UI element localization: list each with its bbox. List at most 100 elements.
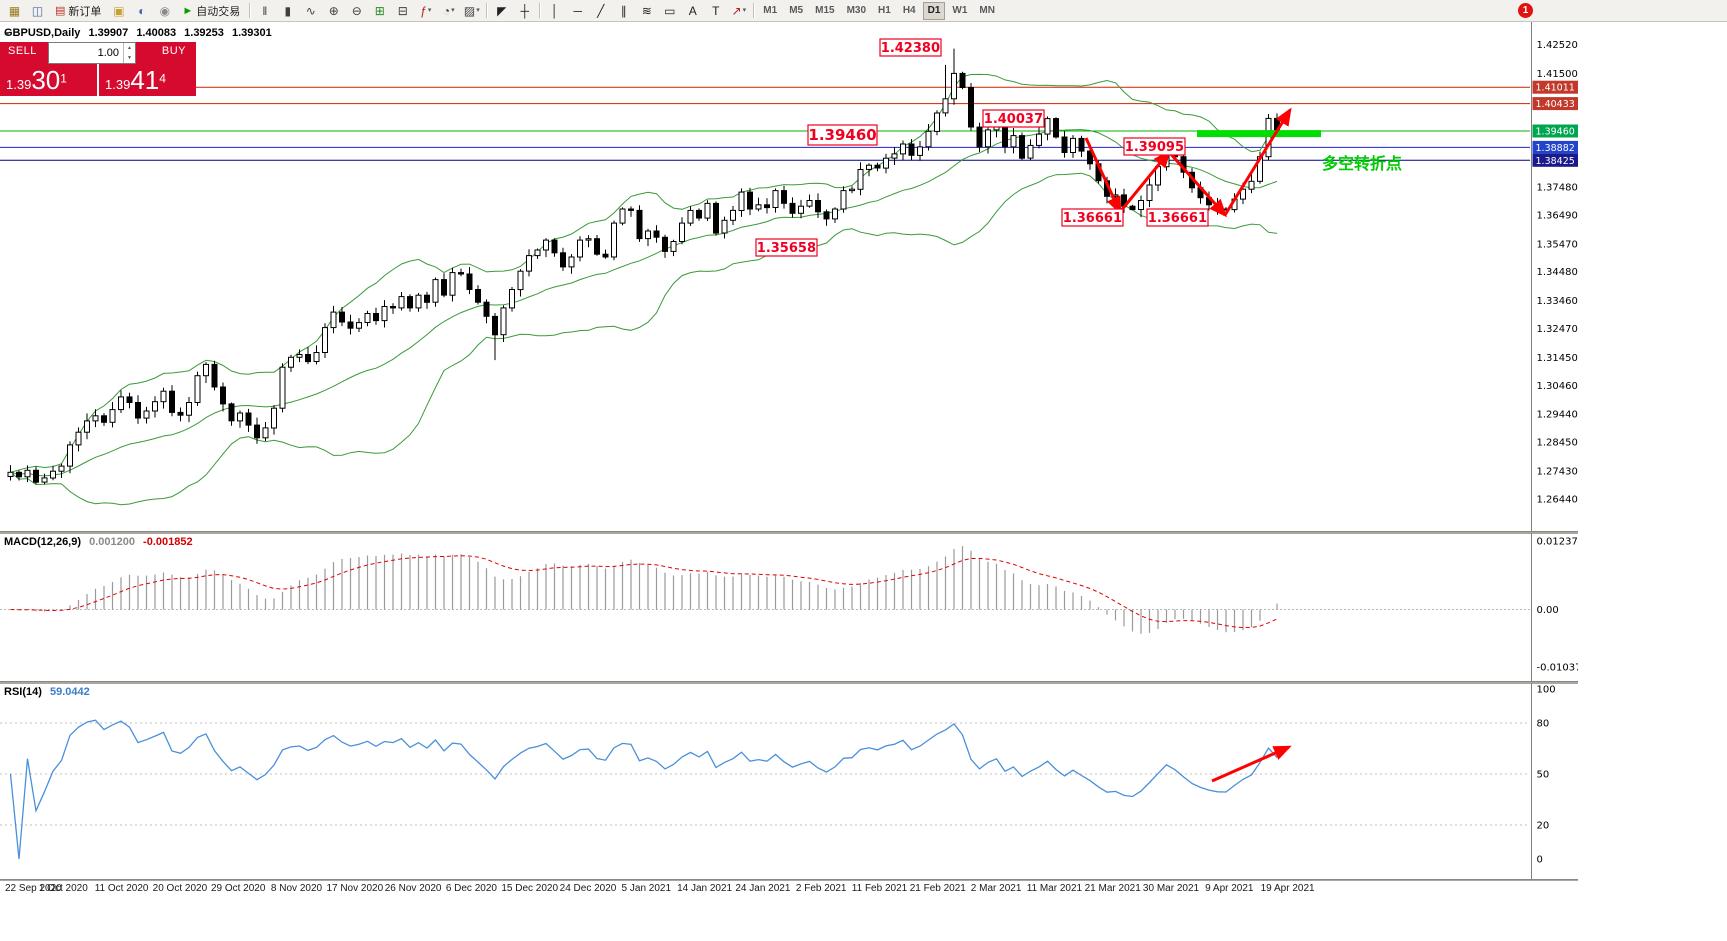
timeframe-m15[interactable]: M15: [815, 5, 835, 16]
rsi-header: RSI(14) 59.0442: [4, 686, 95, 698]
svg-text:20: 20: [1537, 821, 1550, 832]
dropdown-caret-icon: ▾: [451, 7, 455, 14]
time-axis[interactable]: 22 Sep 2020 1 Oct 2020 11 Oct 2020 20 Oct 2…: [0, 881, 1578, 898]
help-icon[interactable]: ◉: [159, 3, 171, 18]
trendline-icon[interactable]: ╱: [597, 3, 605, 18]
date-label: 21 Feb 2021: [909, 883, 966, 894]
panel-separator[interactable]: [0, 531, 1578, 534]
timeframe-m30[interactable]: M30: [846, 5, 867, 16]
macd-panel[interactable]: 0.012372 0.00 -0.010374: [0, 533, 1578, 681]
autotrade-button[interactable]: ► 自动交易: [176, 1, 246, 21]
timeframe-w1[interactable]: W1: [952, 5, 968, 16]
toolbar-separator: [249, 3, 251, 18]
timeframe-m5[interactable]: M5: [789, 5, 804, 16]
volume-spinner: ▲ ▼: [123, 43, 135, 63]
templates-icon[interactable]: ▨ ▾: [463, 3, 480, 18]
date-label: 6 Dec 2020: [445, 883, 497, 894]
notification-badge[interactable]: 1: [1518, 3, 1533, 18]
svg-text:1.34480: 1.34480: [1537, 267, 1578, 278]
macd-header: MACD(12,26,9) 0.001200 -0.001852: [4, 536, 198, 548]
crosshair-icon[interactable]: ┼: [520, 3, 530, 18]
candle-chart-mode-icon[interactable]: ▮: [284, 3, 292, 18]
svg-text:1.35658: 1.35658: [757, 241, 816, 256]
svg-text:1.27430: 1.27430: [1537, 466, 1578, 477]
zoom-out-icon[interactable]: ⊖: [351, 3, 362, 18]
date-label: 8 Nov 2020: [270, 883, 323, 894]
svg-text:0: 0: [1537, 855, 1543, 866]
svg-text:1.39460: 1.39460: [1536, 127, 1575, 138]
volume-input[interactable]: 1.00 ▲ ▼: [48, 42, 136, 64]
channel-icon[interactable]: ∥: [620, 3, 627, 18]
svg-text:1.35470: 1.35470: [1537, 239, 1578, 250]
timeframe-h4[interactable]: H4: [902, 5, 916, 16]
fibonacci-icon[interactable]: ≋: [641, 3, 652, 18]
periods-icon[interactable]: ◔ ▾: [442, 3, 455, 18]
line-chart-mode-icon[interactable]: ∿: [305, 3, 316, 18]
turning-point-note: 多空转折点: [1322, 154, 1402, 173]
svg-text:80: 80: [1537, 719, 1550, 730]
rsi-panel[interactable]: 100 80 50 20 0: [0, 683, 1578, 879]
sell-price: 1.39301: [6, 65, 67, 95]
new-order-button-icon: ▤: [55, 5, 66, 17]
autotrade-button-label: 自动交易: [196, 5, 241, 18]
timeframe-m1[interactable]: M1: [763, 5, 778, 16]
horizontal-line-icon[interactable]: ─: [573, 3, 583, 18]
svg-text:1.30460: 1.30460: [1537, 381, 1578, 392]
date-label: 14 Jan 2021: [677, 883, 733, 894]
date-label: 20 Oct 2020: [152, 883, 208, 894]
ohlc-high: 1.40083: [136, 27, 177, 39]
new-chart-icon[interactable]: ▦: [8, 3, 21, 18]
ohlc-open: 1.39907: [88, 27, 129, 39]
new-order-button[interactable]: ▤ 新订单: [49, 1, 107, 21]
text-label-icon[interactable]: T: [712, 3, 720, 18]
svg-text:1.36490: 1.36490: [1537, 210, 1578, 221]
date-label: 17 Nov 2020: [326, 883, 384, 894]
svg-text:1.29440: 1.29440: [1537, 410, 1578, 421]
shapes-icon[interactable]: ▭: [664, 3, 676, 18]
toolbar-separator: [753, 3, 755, 18]
arrows-tool-icon[interactable]: ↗ ▾: [731, 3, 747, 18]
spin-down-icon[interactable]: ▼: [127, 55, 132, 61]
price-axis[interactable]: 1.425201.415001.404801.394601.384401.374…: [1531, 22, 1579, 531]
one-click-collapse-icon[interactable]: ▼: [4, 31, 11, 38]
svg-text:0.00: 0.00: [1537, 605, 1559, 616]
date-label: 21 Mar 2021: [1084, 883, 1141, 894]
cursor-icon[interactable]: ◤: [497, 3, 507, 18]
date-label: 29 Oct 2020: [210, 883, 266, 894]
one-click-trading-panel: SELL 1.39301 BUY 1.39414 1.00 ▲ ▼: [0, 42, 196, 96]
timeframe-mn[interactable]: MN: [979, 5, 995, 16]
svg-text:1.38425: 1.38425: [1536, 156, 1575, 167]
spin-up-icon[interactable]: ▲: [127, 45, 132, 51]
script-icon[interactable]: ▣: [113, 3, 125, 18]
indicators-icon[interactable]: ƒ ▾: [420, 3, 432, 18]
tile-windows-icon[interactable]: ⊞: [374, 3, 385, 18]
bollinger-bands: [10, 73, 1278, 506]
candles: [7, 48, 1280, 485]
panel-separator[interactable]: [0, 879, 1578, 881]
macd-main-value: 0.001200: [89, 536, 135, 548]
price-annotations: 1.42380 1.40037 1.39460 1.39095 1.36661 1.366…: [755, 38, 1209, 257]
toolbar-separator: [539, 3, 541, 18]
date-label: 2 Mar 2021: [970, 883, 1022, 894]
zoom-in-icon[interactable]: ⊕: [328, 3, 339, 18]
svg-text:1.41011: 1.41011: [1536, 83, 1575, 94]
community-icon[interactable]: ◐: [138, 3, 146, 18]
svg-text:100: 100: [1537, 685, 1556, 696]
date-label: 24 Jan 2021: [735, 883, 791, 894]
new-order-button-label: 新订单: [68, 5, 102, 18]
quote-header: GBPUSD,Daily 1.39907 1.40083 1.39253 1.3…: [4, 27, 277, 39]
timeframe-d1[interactable]: D1: [922, 1, 946, 20]
chart-profiles-icon[interactable]: ◫: [31, 3, 44, 18]
svg-text:1.36661: 1.36661: [1148, 211, 1207, 226]
svg-text:1.33460: 1.33460: [1537, 296, 1578, 307]
panel-separator[interactable]: [0, 681, 1578, 684]
text-icon[interactable]: A: [688, 3, 697, 18]
vertical-line-icon[interactable]: │: [551, 3, 559, 18]
main-chart-canvas[interactable]: 1.42380 1.40037 1.39460 1.39095 1.36661 1.366…: [0, 22, 1578, 531]
timeframe-h1[interactable]: H1: [878, 5, 891, 16]
auto-arrange-icon[interactable]: ⊟: [397, 3, 408, 18]
date-label: 30 Mar 2021: [1142, 883, 1200, 894]
bar-chart-mode-icon[interactable]: ǁ: [262, 3, 268, 18]
ohlc-low: 1.39253: [184, 27, 224, 39]
date-label: 9 Apr 2021: [1205, 883, 1254, 894]
